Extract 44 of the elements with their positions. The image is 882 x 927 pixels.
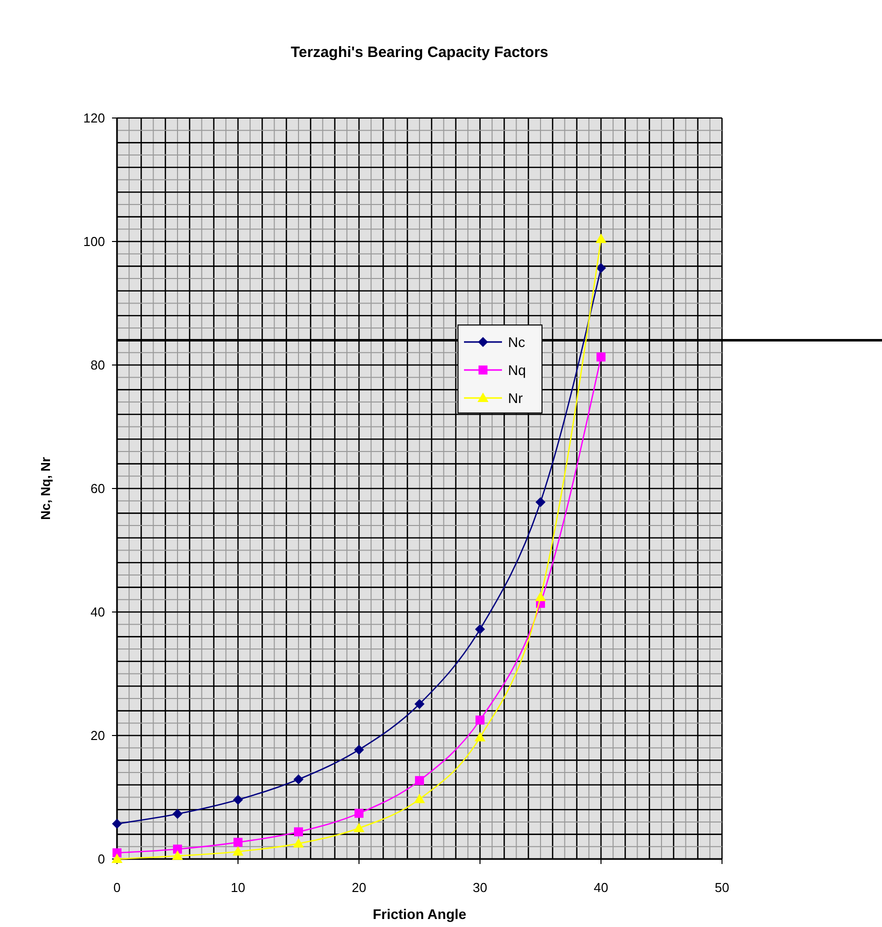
chart-title: Terzaghi's Bearing Capacity Factors	[290, 44, 548, 61]
y-tick-label: 20	[90, 728, 105, 743]
point	[415, 776, 424, 786]
point	[172, 808, 182, 819]
x-axis-title: Friction Angle	[372, 906, 467, 922]
point	[596, 234, 606, 244]
point	[536, 497, 546, 508]
point	[474, 732, 486, 742]
point	[414, 699, 424, 710]
point	[112, 818, 122, 829]
point	[173, 844, 182, 854]
point	[475, 624, 485, 634]
point	[535, 592, 546, 602]
x-tick-label: 20	[352, 880, 366, 895]
point	[112, 854, 122, 863]
legend-label: Nc	[508, 334, 526, 350]
point	[414, 794, 425, 804]
point	[172, 850, 183, 860]
point	[294, 774, 304, 784]
y-tick-label: 80	[90, 358, 105, 372]
point	[354, 744, 364, 755]
point	[596, 352, 606, 362]
legend-label: Nr	[508, 390, 524, 406]
y-tick-label: 60	[90, 481, 105, 496]
point	[233, 794, 243, 805]
legend-label: Nq	[508, 362, 526, 378]
point	[293, 838, 304, 848]
y-tick-label: 100	[83, 234, 105, 249]
x-tick-label: 30	[472, 880, 488, 895]
point	[294, 827, 303, 836]
y-tick-label: 40	[90, 604, 105, 620]
x-tick-label: 10	[230, 880, 246, 895]
point	[234, 838, 242, 847]
y-axis-title: Nc, Nq, Nr	[38, 457, 53, 520]
x-tick-label: 0	[113, 880, 121, 895]
point	[354, 808, 364, 818]
y-tick-label: 0	[98, 852, 105, 866]
point	[354, 822, 364, 832]
point	[232, 846, 244, 856]
y-tick-label: 120	[83, 110, 105, 126]
x-tick-label: 40	[594, 880, 608, 895]
x-tick-label: 50	[714, 880, 730, 895]
point	[596, 263, 606, 274]
point	[476, 716, 484, 725]
